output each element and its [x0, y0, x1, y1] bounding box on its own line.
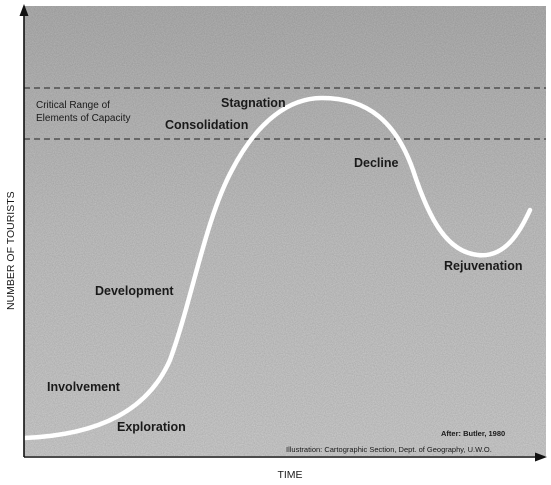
x-axis-arrow	[535, 452, 547, 462]
y-axis-arrow	[19, 4, 29, 16]
source-credit: After: Butler, 1980	[441, 429, 505, 438]
life-cycle-curve	[21, 95, 533, 441]
stage-label-consolidation: Consolidation	[165, 118, 248, 132]
capacity-label-line-1: Critical Range of	[36, 100, 110, 111]
stage-label-decline: Decline	[354, 156, 399, 170]
stage-label-exploration: Exploration	[117, 420, 186, 434]
stage-label-rejuvenation: Rejuvenation	[444, 259, 523, 273]
y-axis-label: NUMBER OF TOURISTS	[5, 191, 17, 310]
x-axis-label: TIME	[277, 469, 302, 481]
stage-label-involvement: Involvement	[47, 380, 121, 394]
stage-label-stagnation: Stagnation	[221, 96, 286, 110]
capacity-label-line-2: Elements of Capacity	[36, 113, 131, 124]
illustration-credit: Illustration: Cartographic Section, Dept…	[286, 445, 492, 454]
stage-label-development: Development	[95, 284, 174, 298]
plot-texture	[24, 6, 546, 456]
